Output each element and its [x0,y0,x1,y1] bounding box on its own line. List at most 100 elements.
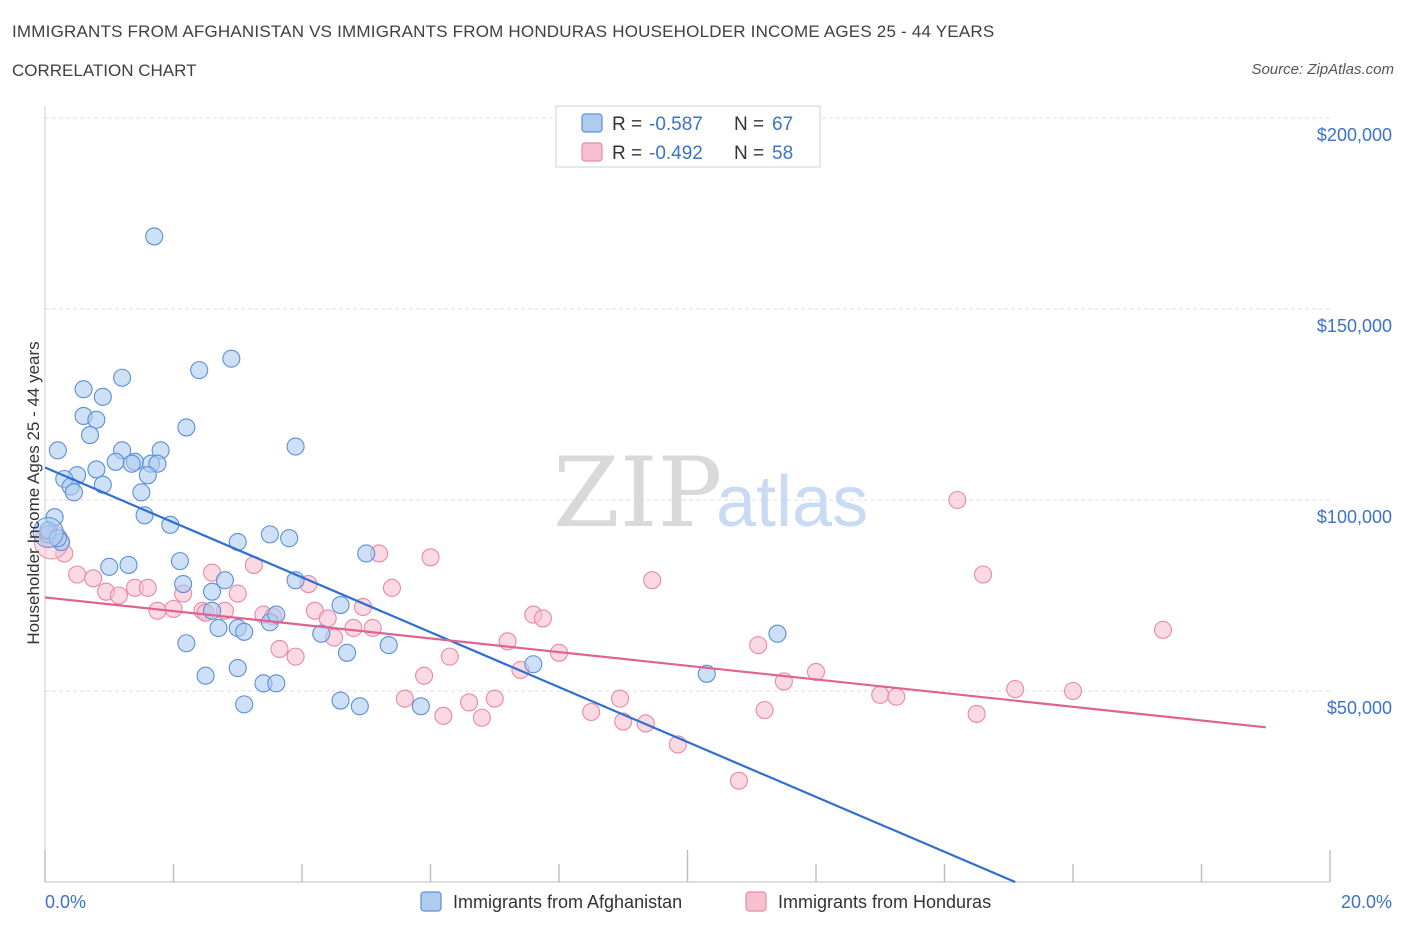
y-tick-label-1: $100,000 [1317,507,1392,527]
honduras-point-37 [485,689,504,708]
afghanistan-point-36 [119,555,138,574]
series-legend: Immigrants from Afghanistan Immigrants f… [420,891,991,912]
afghanistan-point-58 [768,624,787,643]
afghanistan-point-57 [697,664,716,683]
legend-honduras-label: Immigrants from Honduras [778,892,991,912]
legend-honduras-swatch [745,891,767,912]
y-axis-title: Householder Income Ages 25 - 44 years [24,341,43,644]
legend-afghanistan-label: Immigrants from Afghanistan [453,892,682,912]
afghanistan-point-49 [235,622,254,641]
honduras-point-19 [270,639,289,659]
honduras-point-44 [610,689,630,708]
y-tick-label-2: $150,000 [1317,316,1392,336]
afghanistan-point-2 [113,368,132,387]
afghanistan-point-33 [260,525,279,544]
honduras-point-51 [755,701,774,720]
honduras-point-29 [382,578,402,597]
trend-lines [44,466,1266,884]
afghanistan-trend-line [44,466,1016,884]
honduras-point-23 [318,609,337,628]
x-tick-labels: 0.0% 20.0% [45,892,1392,912]
n-value-honduras: 58 [772,143,793,164]
afghanistan-point-9 [177,418,196,437]
afghanistan-point-16 [122,454,141,473]
y-tick-label-3: $200,000 [1317,125,1392,145]
afghanistan-point-1 [74,380,93,399]
x-tick-label-1: 20.0% [1341,892,1392,912]
legend-afghanistan-swatch [420,891,442,912]
honduras-point-9 [164,599,183,618]
afghanistan-point-3 [93,387,112,406]
honduras-point-2 [68,565,87,584]
honduras-point-58 [973,565,993,584]
honduras-swatch [581,142,603,162]
honduras-point-31 [395,689,414,708]
honduras-point-57 [967,704,986,723]
afghanistan-point-0 [145,227,164,246]
afghanistan-point-40 [215,571,234,590]
y-tick-labels: $50,000 $100,000 $150,000 $200,000 [1317,125,1392,718]
afghanistan-point-48 [209,618,228,638]
afghanistan-point-42 [203,582,222,601]
honduras-point-49 [729,771,748,790]
honduras-point-59 [1006,680,1025,699]
afghanistan-point-53 [337,643,357,662]
afghanistan-swatch [581,113,603,133]
x-tick-label-0: 0.0% [45,892,86,912]
afghanistan-point-13 [286,437,305,456]
afghanistan-point-35 [357,544,376,563]
honduras-point-33 [434,706,453,725]
afghanistan-point-47 [331,595,350,615]
afghanistan-point-26 [132,483,151,502]
afghanistan-point-54 [524,655,543,674]
afghanistan-point-25 [64,483,83,502]
afghanistan-point-64 [411,697,430,716]
honduras-point-43 [582,702,601,722]
honduras-point-47 [643,571,662,590]
axes [44,106,1331,883]
afghanistan-point-19 [87,460,106,479]
afghanistan-cluster-point [32,516,64,548]
honduras-point-34 [440,647,459,666]
afghanistan-point-55 [228,659,247,678]
afghanistan-point-60 [267,674,286,693]
watermark-zip: ZIP [553,437,722,549]
honduras-point-25 [344,618,363,638]
honduras-point-54 [871,685,890,704]
afghanistan-point-50 [312,624,331,643]
honduras-point-5 [109,586,128,605]
r-value-afghanistan: -0.587 [649,114,703,135]
honduras-point-60 [1063,681,1083,701]
honduras-point-30 [421,548,440,567]
n-label-honduras: N = [734,143,764,164]
afghanistan-point-38 [170,552,189,571]
honduras-trend-line [44,596,1266,729]
r-label-honduras: R = [612,143,642,164]
honduras-point-56 [948,490,967,510]
afghanistan-point-22 [138,466,157,485]
afghanistan-point-51 [379,636,398,655]
chart-title: IMMIGRANTS FROM AFGHANISTAN VS IMMIGRANT… [12,22,995,41]
afghanistan-point-7 [87,410,106,429]
afghanistan-point-8 [80,426,100,445]
afghanistan-point-61 [331,691,350,710]
n-label-afghanistan: N = [734,114,764,135]
grid-lines [45,117,1330,692]
watermark: ZIP atlas [553,437,868,549]
source-credit: Source: ZipAtlas.com [1251,61,1394,78]
stats-legend: R = -0.587 N = 67 R = -0.492 N = 58 [555,105,821,168]
afghanistan-point-37 [100,557,119,576]
y-tick-label-0: $50,000 [1327,698,1392,718]
afghanistan-point-34 [280,529,299,548]
r-label-afghanistan: R = [612,114,642,135]
honduras-point-55 [887,687,906,706]
r-value-honduras: -0.492 [649,143,703,164]
afghanistan-point-52 [177,634,196,653]
afghanistan-point-4 [222,349,241,368]
honduras-point-41 [533,609,552,628]
honduras-point-35 [459,693,479,712]
honduras-point-7 [138,578,157,597]
afghanistan-point-10 [48,441,67,460]
watermark-atlas: atlas [716,462,868,542]
